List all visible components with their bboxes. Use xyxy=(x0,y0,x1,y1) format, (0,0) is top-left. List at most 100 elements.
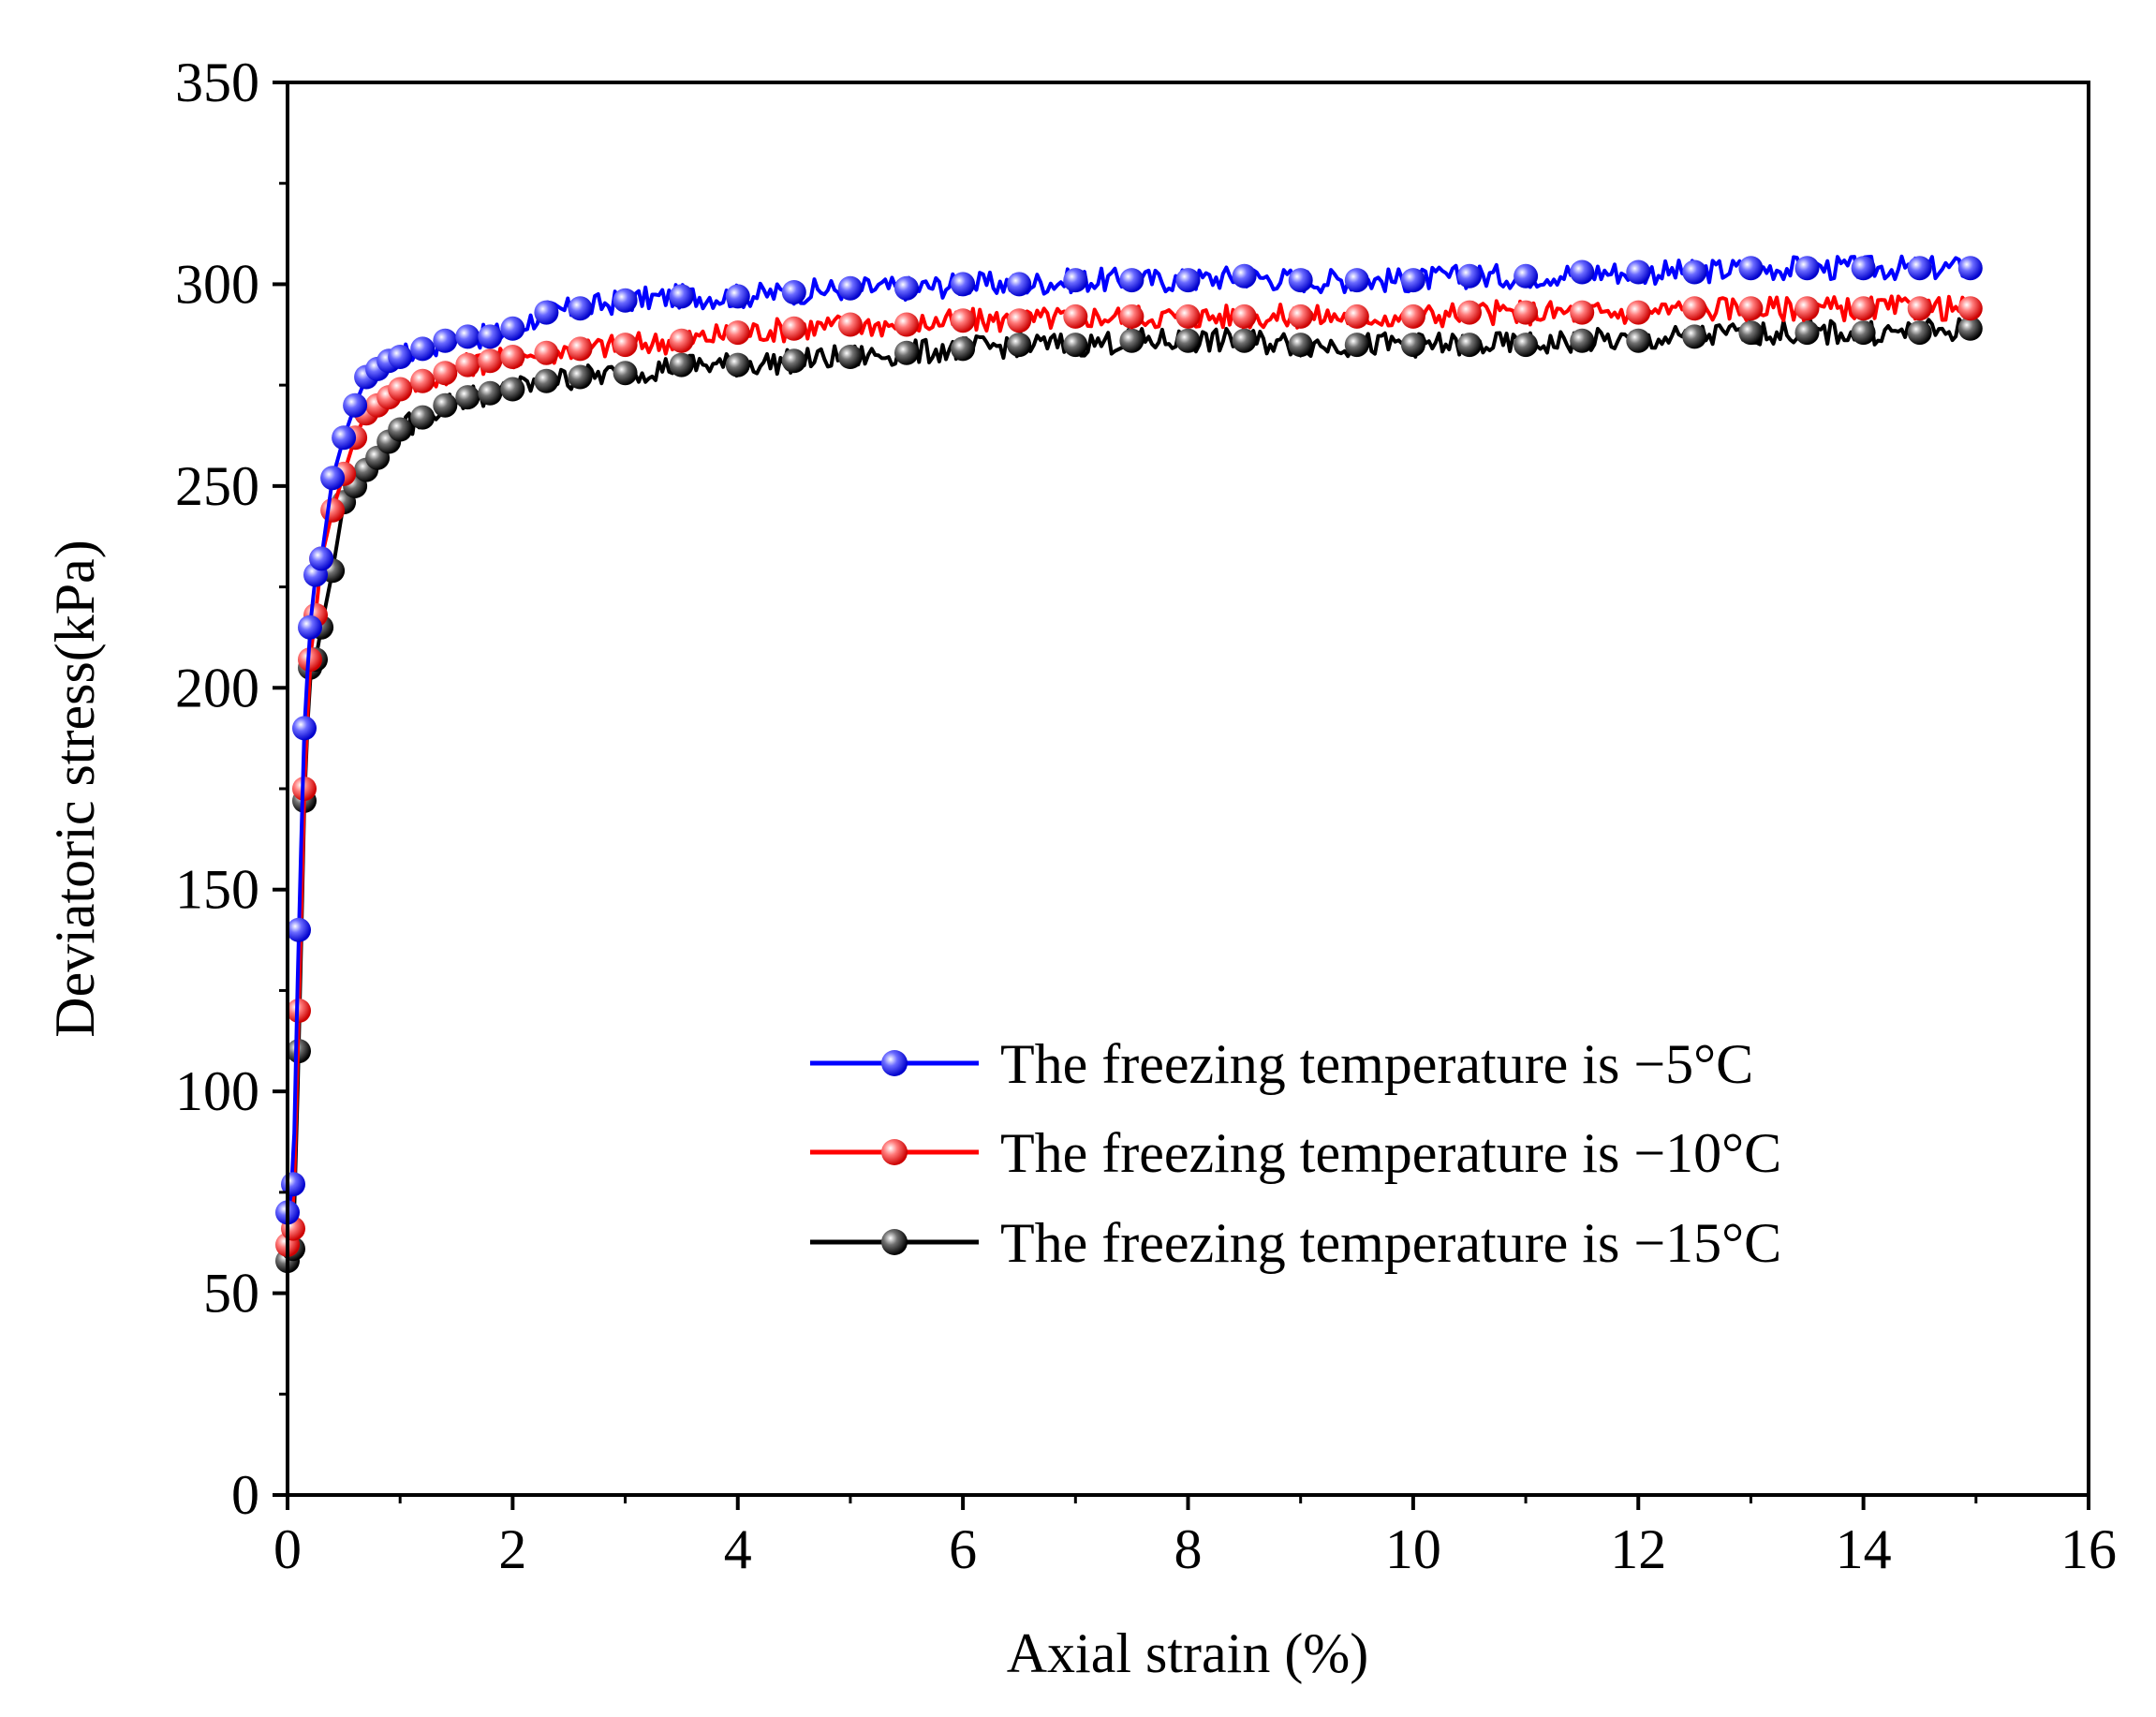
data-point-minus15 xyxy=(410,405,436,430)
y-tick-label: 100 xyxy=(175,1060,259,1122)
data-point-minus5 xyxy=(1007,272,1032,297)
x-axis-title: Axial strain (%) xyxy=(1007,1622,1369,1684)
series-minus10 xyxy=(275,294,1983,1257)
data-point-minus10 xyxy=(781,316,806,341)
data-point-minus10 xyxy=(1957,296,1983,321)
data-point-minus5 xyxy=(298,614,322,640)
data-point-minus10 xyxy=(669,328,694,353)
legend-item-minus5: The freezing temperature is −5°C xyxy=(810,1033,1753,1095)
data-point-minus15 xyxy=(1570,328,1595,353)
data-point-minus15 xyxy=(1794,320,1820,346)
data-point-minus15 xyxy=(500,377,525,402)
data-point-minus5 xyxy=(433,328,458,353)
series-line-minus15 xyxy=(286,317,1971,1262)
data-point-minus5 xyxy=(1957,256,1983,281)
x-tick-label: 2 xyxy=(498,1518,526,1580)
data-point-minus15 xyxy=(669,352,694,377)
data-point-minus5 xyxy=(894,275,919,301)
data-point-minus15 xyxy=(1175,328,1201,353)
data-point-minus10 xyxy=(568,336,593,362)
data-point-minus15 xyxy=(1738,320,1764,346)
data-point-minus10 xyxy=(1682,296,1707,321)
data-point-minus15 xyxy=(1288,333,1313,358)
data-point-minus5 xyxy=(320,466,346,491)
data-point-minus15 xyxy=(613,361,638,386)
data-point-minus10 xyxy=(1063,303,1088,329)
data-point-minus10 xyxy=(1288,303,1313,329)
data-point-minus5 xyxy=(1907,256,1932,281)
data-point-minus15 xyxy=(1957,316,1983,341)
legend: The freezing temperature is −5°C The fre… xyxy=(810,1033,1781,1274)
legend-item-minus10: The freezing temperature is −10°C xyxy=(810,1122,1781,1184)
legend-label-minus15: The freezing temperature is −15°C xyxy=(1000,1212,1781,1274)
data-point-minus10 xyxy=(388,377,413,402)
legend-label-minus10: The freezing temperature is −10°C xyxy=(1000,1122,1781,1184)
series-line-minus10 xyxy=(286,294,1971,1246)
data-point-minus5 xyxy=(478,324,503,349)
data-point-minus10 xyxy=(320,497,346,523)
y-tick-label: 50 xyxy=(203,1263,259,1325)
data-point-minus5 xyxy=(613,288,638,313)
plot-frame xyxy=(286,81,2090,1497)
data-point-minus5 xyxy=(1626,259,1651,285)
data-point-minus10 xyxy=(500,345,525,369)
data-point-minus10 xyxy=(1175,303,1201,329)
data-point-minus5 xyxy=(500,316,525,341)
data-point-minus5 xyxy=(1794,256,1820,281)
data-point-minus5 xyxy=(455,324,480,349)
data-point-minus10 xyxy=(1851,296,1876,321)
data-point-minus5 xyxy=(292,716,317,741)
data-point-minus10 xyxy=(1344,303,1369,329)
data-point-minus5 xyxy=(1682,259,1707,285)
data-point-minus10 xyxy=(478,348,503,374)
data-point-minus15 xyxy=(1007,333,1032,358)
data-point-minus5 xyxy=(1344,268,1369,293)
data-point-minus5 xyxy=(1738,256,1764,281)
data-point-minus5 xyxy=(837,275,863,301)
data-point-minus10 xyxy=(534,340,559,365)
data-point-minus10 xyxy=(1119,303,1144,329)
data-point-minus15 xyxy=(388,417,413,442)
x-tick-label: 14 xyxy=(1836,1518,1892,1580)
data-point-minus5 xyxy=(410,336,436,362)
data-point-minus5 xyxy=(1175,268,1201,293)
legend-marker-minus15 xyxy=(881,1229,908,1255)
data-point-minus15 xyxy=(951,336,976,362)
data-point-minus10 xyxy=(894,312,919,337)
y-tick-label: 200 xyxy=(175,657,259,718)
data-point-minus15 xyxy=(894,340,919,365)
data-point-minus5 xyxy=(309,546,334,571)
data-point-minus5 xyxy=(287,917,311,942)
data-point-minus5 xyxy=(343,392,368,418)
legend-marker-minus5 xyxy=(881,1050,908,1076)
data-point-minus15 xyxy=(1851,320,1876,346)
data-point-minus5 xyxy=(332,425,357,451)
data-point-minus5 xyxy=(669,284,694,309)
data-point-minus15 xyxy=(568,364,593,390)
data-point-minus15 xyxy=(1232,328,1257,353)
x-tick-label: 6 xyxy=(949,1518,977,1580)
y-tick-label: 300 xyxy=(175,253,259,315)
data-point-minus10 xyxy=(1794,296,1820,321)
data-point-minus10 xyxy=(410,368,436,393)
data-point-minus5 xyxy=(951,272,976,297)
x-tick-label: 8 xyxy=(1174,1518,1203,1580)
data-point-minus5 xyxy=(1457,263,1482,289)
data-point-minus15 xyxy=(781,348,806,374)
data-point-minus5 xyxy=(1288,268,1313,293)
data-point-minus10 xyxy=(433,361,458,386)
data-point-minus15 xyxy=(534,368,559,393)
legend-marker-minus10 xyxy=(881,1139,908,1165)
data-point-minus10 xyxy=(1232,303,1257,329)
series-minus5 xyxy=(275,254,1983,1225)
x-axis: 0 2 4 6 8 10 12 14 16 xyxy=(273,1495,2117,1580)
data-point-minus5 xyxy=(781,280,806,304)
data-point-minus15 xyxy=(1119,328,1144,353)
data-point-minus15 xyxy=(1344,333,1369,358)
data-point-minus10 xyxy=(1457,300,1482,325)
x-tick-label: 0 xyxy=(273,1518,302,1580)
data-point-minus10 xyxy=(725,320,750,346)
data-point-minus15 xyxy=(455,385,480,410)
data-point-minus15 xyxy=(1400,333,1425,358)
